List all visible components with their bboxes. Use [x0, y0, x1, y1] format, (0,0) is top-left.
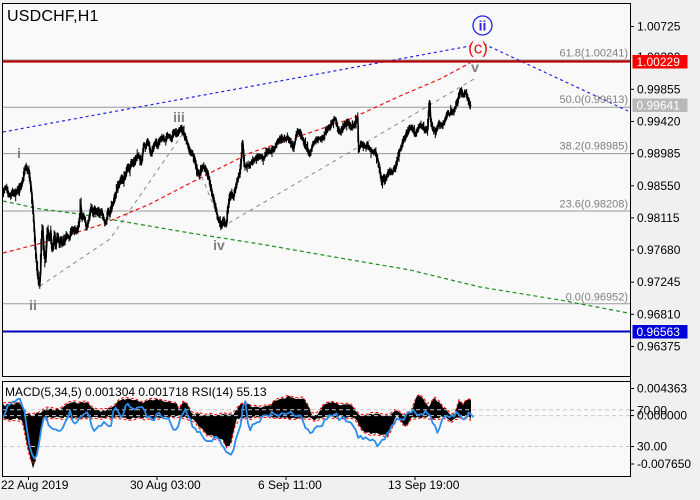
svg-text:0.97245: 0.97245	[637, 275, 681, 289]
svg-text:v: v	[471, 59, 479, 75]
svg-text:38.2(0.98985): 38.2(0.98985)	[560, 141, 629, 153]
svg-text:0.000000: 0.000000	[637, 409, 687, 423]
svg-text:0.99641: 0.99641	[637, 98, 681, 112]
svg-text:0.97680: 0.97680	[637, 243, 681, 257]
svg-text:70.00: 70.00	[637, 403, 667, 417]
svg-text:6 Sep 11:00: 6 Sep 11:00	[258, 478, 322, 492]
svg-text:0.98550: 0.98550	[637, 179, 681, 193]
svg-text:0.0(0.96952): 0.0(0.96952)	[566, 291, 628, 303]
svg-text:30 Aug 03:00: 30 Aug 03:00	[130, 478, 201, 492]
svg-text:0.004363: 0.004363	[637, 382, 687, 396]
svg-text:iii: iii	[173, 109, 185, 125]
svg-text:0.99420: 0.99420	[637, 115, 681, 129]
svg-text:0.96563: 0.96563	[637, 325, 681, 339]
svg-text:0.96810: 0.96810	[637, 307, 681, 321]
svg-text:USDCHF,H1: USDCHF,H1	[7, 8, 99, 25]
svg-text:iv: iv	[213, 237, 225, 253]
svg-text:ii: ii	[479, 18, 487, 34]
svg-text:i: i	[17, 145, 21, 161]
svg-text:0.98115: 0.98115	[637, 211, 680, 225]
svg-text:61.8(1.00241): 61.8(1.00241)	[560, 48, 629, 60]
svg-text:MACD(5,34,5) 0.001304 0.001718: MACD(5,34,5) 0.001304 0.001718 RSI(14) 5…	[5, 385, 267, 399]
svg-text:23.6(0.98208): 23.6(0.98208)	[560, 199, 629, 211]
svg-text:-0.007650: -0.007650	[637, 457, 691, 471]
svg-text:50.0(0.99613): 50.0(0.99613)	[560, 94, 629, 106]
svg-text:30.00: 30.00	[637, 440, 667, 454]
svg-text:ii: ii	[29, 297, 37, 313]
svg-text:(c): (c)	[468, 39, 488, 58]
svg-text:13 Sep 19:00: 13 Sep 19:00	[388, 478, 460, 492]
svg-text:0.98985: 0.98985	[637, 147, 681, 161]
svg-text:0.99855: 0.99855	[637, 82, 681, 96]
svg-text:0.96375: 0.96375	[637, 340, 681, 354]
svg-text:1.00229: 1.00229	[637, 55, 681, 69]
svg-text:22 Aug 2019: 22 Aug 2019	[1, 478, 69, 492]
svg-text:1.00725: 1.00725	[637, 20, 681, 34]
